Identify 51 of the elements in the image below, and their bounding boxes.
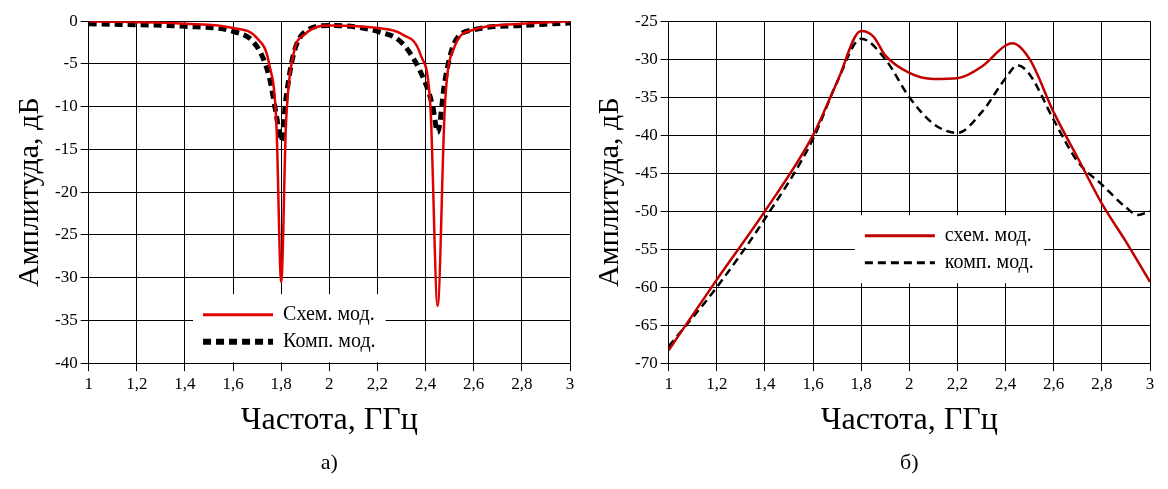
x-axis-title: Частота, ГГц (820, 400, 998, 437)
y-tick-label: -25 (634, 10, 658, 30)
y-axis-title: Амплитуда, дБ (10, 97, 44, 288)
x-tick-label: 1,8 (270, 373, 292, 393)
x-tick-label: 2,2 (366, 373, 389, 393)
x-tick-label: 1 (84, 373, 93, 393)
y-tick-label: -5 (63, 53, 78, 73)
y-tick-label: -25 (54, 224, 78, 244)
x-tick-label: 2 (905, 373, 914, 393)
x-tick-label: 2,4 (994, 373, 1017, 393)
y-tick-label: -40 (54, 352, 78, 372)
x-tick-label: 3 (1145, 373, 1155, 393)
x-tick-label: 2,4 (414, 373, 437, 393)
x-tick-label: 1,8 (850, 373, 872, 393)
x-tick-label: 1,6 (802, 373, 824, 393)
y-tick-label: -30 (54, 267, 78, 287)
y-tick-label: 0 (69, 10, 78, 30)
x-tick-label: 2,6 (463, 373, 485, 393)
x-tick-label: 2,2 (946, 373, 969, 393)
y-tick-label: -50 (634, 200, 658, 220)
x-tick-label: 1,4 (754, 373, 777, 393)
x-tick-label: 2,8 (511, 373, 533, 393)
x-tick-label: 1,2 (706, 373, 728, 393)
x-tick-label: 2,6 (1043, 373, 1065, 393)
x-tick-label: 2 (325, 373, 334, 393)
y-tick-label: -15 (54, 138, 78, 158)
x-tick-label: 1 (664, 373, 673, 393)
text: а) (320, 448, 338, 474)
y-tick-label: -65 (634, 314, 658, 334)
x-axis-title: Частота, ГГц (240, 400, 418, 437)
y-tick-label: -35 (54, 309, 78, 329)
y-tick-label: -40 (634, 124, 658, 144)
y-tick-label: -55 (634, 238, 658, 258)
legend-label: схем. мод. (944, 222, 1032, 246)
text: б) (900, 448, 919, 474)
x-tick-label: 3 (565, 373, 575, 393)
legend-label: Схем. мод. (283, 301, 375, 325)
y-tick-label: -30 (634, 48, 658, 68)
y-tick-label: -10 (54, 96, 78, 116)
x-tick-label: 1,6 (222, 373, 244, 393)
y-tick-label: -60 (634, 276, 658, 296)
x-tick-label: 1,4 (174, 373, 197, 393)
y-tick-label: -20 (54, 181, 78, 201)
x-tick-label: 1,2 (126, 373, 148, 393)
x-tick-label: 2,8 (1091, 373, 1113, 393)
y-tick-label: -45 (634, 162, 658, 182)
y-tick-label: -35 (634, 86, 658, 106)
legend-label: комп. мод. (944, 249, 1034, 273)
y-axis-title: Амплитуда, дБ (590, 97, 624, 288)
legend-label: Комп. мод. (283, 328, 376, 352)
y-tick-label: -70 (634, 352, 658, 372)
